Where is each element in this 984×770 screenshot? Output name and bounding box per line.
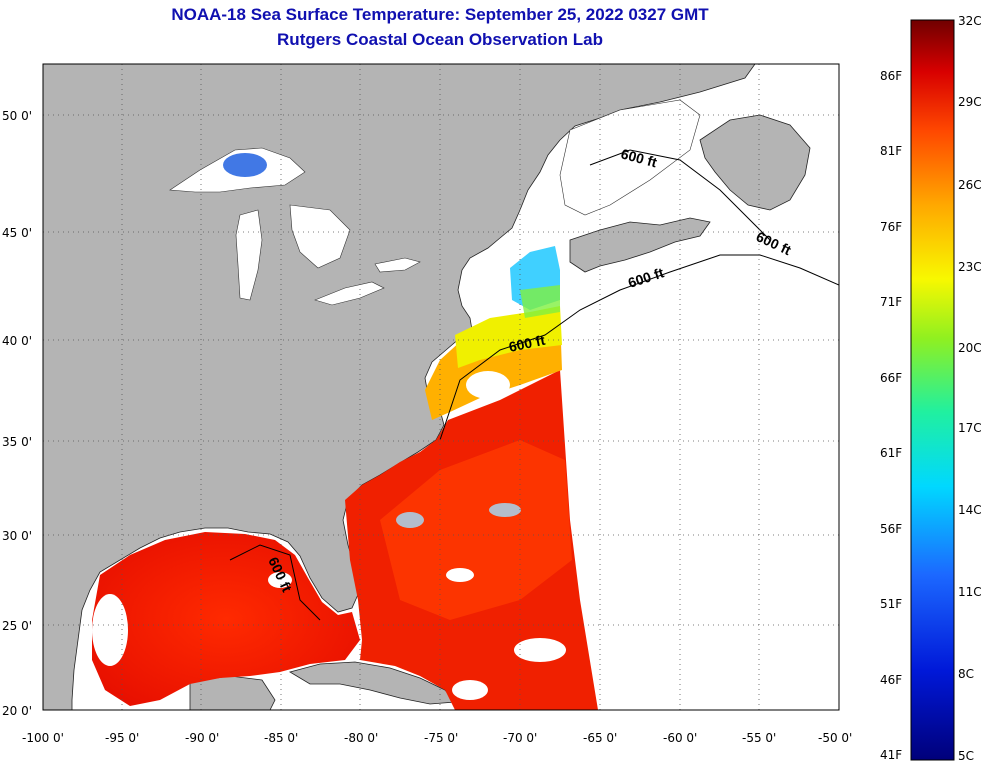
colorbar-fahrenheit-labels: 86F 81F 76F 71F 66F 61F 56F 51F 46F 41F	[880, 69, 902, 762]
lat-tick: 40 0'	[2, 334, 32, 348]
lat-tick: 30 0'	[2, 529, 32, 543]
lat-tick: 25 0'	[2, 619, 32, 633]
cloud-patch	[452, 680, 488, 700]
lat-axis: 50 0' 45 0' 40 0' 35 0' 30 0' 25 0' 20 0…	[2, 109, 32, 718]
lake-erie-ontario	[314, 257, 421, 306]
lon-tick: -50 0'	[818, 731, 852, 745]
land-maritimes	[569, 217, 711, 273]
colorbar-c-label: 23C	[958, 260, 982, 274]
colorbar-f-label: 71F	[880, 295, 902, 309]
cloud-patch	[268, 572, 292, 588]
gulf-of-mexico-sst	[92, 532, 360, 706]
lake-superior-sst	[223, 153, 267, 177]
lat-tick: 50 0'	[2, 109, 32, 123]
lat-tick: 35 0'	[2, 435, 32, 449]
land-newfoundland	[699, 114, 811, 211]
colorbar-f-label: 86F	[880, 69, 902, 83]
colorbar-celsius-labels: 32C 29C 26C 23C 20C 17C 14C 11C 8C 5C	[958, 14, 982, 763]
cloud-patch	[92, 594, 128, 666]
cloud-patch	[466, 371, 510, 399]
lon-axis: -100 0' -95 0' -90 0' -85 0' -80 0' -75 …	[22, 731, 852, 745]
lon-tick: -60 0'	[663, 731, 697, 745]
lon-tick: -70 0'	[503, 731, 537, 745]
lat-tick: 45 0'	[2, 226, 32, 240]
colorbar-c-label: 26C	[958, 178, 982, 192]
colorbar-f-label: 81F	[880, 144, 902, 158]
colorbar-c-label: 20C	[958, 341, 982, 355]
contour-600ft	[439, 254, 839, 441]
cloud-patch	[489, 503, 521, 517]
atlantic-warm-core	[380, 440, 572, 620]
colorbar-f-label: 46F	[880, 673, 902, 687]
lake-michigan-huron	[235, 204, 351, 301]
colorbar-f-label: 41F	[880, 748, 902, 762]
lon-tick: -85 0'	[264, 731, 298, 745]
colorbar-c-label: 29C	[958, 95, 982, 109]
lon-tick: -80 0'	[344, 731, 378, 745]
map-title-line1: NOAA-18 Sea Surface Temperature: Septemb…	[171, 5, 709, 24]
colorbar-c-label: 11C	[958, 585, 982, 599]
gulf-st-lawrence-nodata	[559, 99, 701, 216]
colorbar-c-label: 8C	[958, 667, 974, 681]
cloud-patch	[446, 568, 474, 582]
colorbar-c-label: 32C	[958, 14, 982, 28]
colorbar-f-label: 56F	[880, 522, 902, 536]
contour-600ft-north	[589, 149, 771, 241]
colorbar-f-label: 61F	[880, 446, 902, 460]
lon-tick: -90 0'	[185, 731, 219, 745]
colorbar-f-label: 66F	[880, 371, 902, 385]
cloud-patch	[514, 638, 566, 662]
lat-tick: 20 0'	[2, 704, 32, 718]
gulf-of-maine-green	[520, 285, 560, 318]
map-title-line2: Rutgers Coastal Ocean Observation Lab	[277, 30, 603, 49]
lon-tick: -55 0'	[742, 731, 776, 745]
lon-tick: -65 0'	[583, 731, 617, 745]
colorbar	[910, 19, 955, 761]
nj-coastal-yellow	[455, 306, 562, 368]
colorbar-c-label: 17C	[958, 421, 982, 435]
lon-tick: -95 0'	[105, 731, 139, 745]
colorbar-c-label: 5C	[958, 749, 974, 763]
colorbar-f-label: 76F	[880, 220, 902, 234]
lon-tick: -100 0'	[22, 731, 64, 745]
colorbar-f-label: 51F	[880, 597, 902, 611]
contour-600ft-gulf	[229, 544, 321, 621]
colorbar-c-label: 14C	[958, 503, 982, 517]
lon-tick: -75 0'	[424, 731, 458, 745]
cloud-patch	[396, 512, 424, 528]
contour-label: 600 ft	[507, 332, 546, 355]
